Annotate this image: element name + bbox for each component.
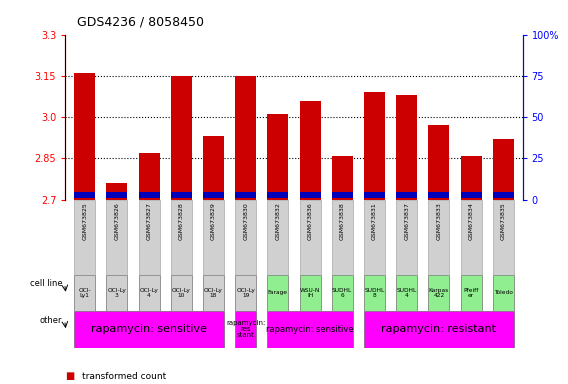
Text: GSM673831: GSM673831 <box>372 202 377 240</box>
Text: transformed count: transformed count <box>82 372 166 381</box>
Bar <box>396 192 417 198</box>
Bar <box>235 275 256 311</box>
Bar <box>139 192 160 198</box>
Bar <box>396 95 417 200</box>
Bar <box>299 200 320 275</box>
Bar <box>364 200 385 275</box>
Bar <box>235 192 256 198</box>
Text: OCI-Ly
19: OCI-Ly 19 <box>236 288 255 298</box>
Bar <box>493 275 513 311</box>
Bar <box>268 311 353 348</box>
Bar <box>74 275 95 311</box>
Text: Karpas
422: Karpas 422 <box>429 288 449 298</box>
Text: rapamycin: resistant: rapamycin: resistant <box>381 324 496 334</box>
Text: SUDHL
6: SUDHL 6 <box>332 288 352 298</box>
Bar <box>74 192 95 198</box>
Text: SUDHL
8: SUDHL 8 <box>364 288 385 298</box>
Text: other: other <box>40 316 62 324</box>
Bar <box>332 200 353 275</box>
Bar <box>364 275 385 311</box>
Text: rapamycin: sensitive: rapamycin: sensitive <box>266 325 354 334</box>
Text: GSM673827: GSM673827 <box>147 202 152 240</box>
Text: rapamycin:
res
stant: rapamycin: res stant <box>226 320 265 338</box>
Bar <box>268 275 289 311</box>
Bar <box>493 200 513 275</box>
Bar <box>235 76 256 200</box>
Text: cell line: cell line <box>30 279 62 288</box>
Bar <box>235 311 256 348</box>
Bar <box>268 192 289 198</box>
Text: Pfeiff
er: Pfeiff er <box>463 288 479 298</box>
Bar <box>332 156 353 200</box>
Bar <box>203 136 224 200</box>
Bar <box>171 275 192 311</box>
Bar <box>332 275 353 311</box>
Text: WSU-N
IH: WSU-N IH <box>300 288 320 298</box>
Text: GSM673825: GSM673825 <box>82 202 87 240</box>
Bar <box>268 114 289 200</box>
Bar <box>461 200 482 275</box>
Text: SUDHL
4: SUDHL 4 <box>396 288 417 298</box>
Text: GSM673828: GSM673828 <box>179 202 183 240</box>
Text: ■: ■ <box>65 371 74 381</box>
Bar <box>493 192 513 198</box>
Bar <box>299 275 320 311</box>
Bar <box>364 192 385 198</box>
Bar <box>428 192 449 198</box>
Text: rapamycin: sensitive: rapamycin: sensitive <box>91 324 207 334</box>
Bar <box>461 192 482 198</box>
Bar <box>74 73 95 200</box>
Text: GSM673838: GSM673838 <box>340 202 345 240</box>
Bar <box>396 275 417 311</box>
Bar <box>299 101 320 200</box>
Bar <box>332 192 353 198</box>
Bar <box>171 192 192 198</box>
Bar <box>493 139 513 200</box>
Bar <box>396 200 417 275</box>
Text: GSM673829: GSM673829 <box>211 202 216 240</box>
Bar <box>461 275 482 311</box>
Bar <box>74 311 224 348</box>
Text: OCI-Ly
10: OCI-Ly 10 <box>172 288 191 298</box>
Text: GSM673832: GSM673832 <box>275 202 281 240</box>
Text: Toledo: Toledo <box>494 290 513 295</box>
Text: GSM673837: GSM673837 <box>404 202 409 240</box>
Bar <box>203 200 224 275</box>
Bar <box>106 183 127 200</box>
Bar <box>428 200 449 275</box>
Text: GSM673826: GSM673826 <box>114 202 119 240</box>
Text: GSM673835: GSM673835 <box>501 202 506 240</box>
Bar <box>428 275 449 311</box>
Bar <box>106 200 127 275</box>
Bar <box>171 200 192 275</box>
Text: OCI-Ly
4: OCI-Ly 4 <box>140 288 158 298</box>
Bar <box>171 76 192 200</box>
Text: GSM673836: GSM673836 <box>307 202 312 240</box>
Bar <box>268 200 289 275</box>
Bar <box>203 275 224 311</box>
Bar <box>364 311 513 348</box>
Bar <box>139 200 160 275</box>
Bar <box>139 153 160 200</box>
Text: GSM673833: GSM673833 <box>436 202 441 240</box>
Bar <box>74 200 95 275</box>
Bar <box>299 192 320 198</box>
Text: OCI-Ly
18: OCI-Ly 18 <box>204 288 223 298</box>
Bar <box>461 156 482 200</box>
Bar <box>428 125 449 200</box>
Bar <box>139 275 160 311</box>
Text: GDS4236 / 8058450: GDS4236 / 8058450 <box>77 16 204 29</box>
Text: Farage: Farage <box>268 290 288 295</box>
Text: GSM673834: GSM673834 <box>469 202 474 240</box>
Bar <box>235 200 256 275</box>
Text: OCI-Ly
3: OCI-Ly 3 <box>107 288 126 298</box>
Bar <box>364 92 385 200</box>
Text: GSM673830: GSM673830 <box>243 202 248 240</box>
Bar <box>106 192 127 198</box>
Text: OCI-
Ly1: OCI- Ly1 <box>78 288 91 298</box>
Bar <box>203 192 224 198</box>
Bar <box>106 275 127 311</box>
